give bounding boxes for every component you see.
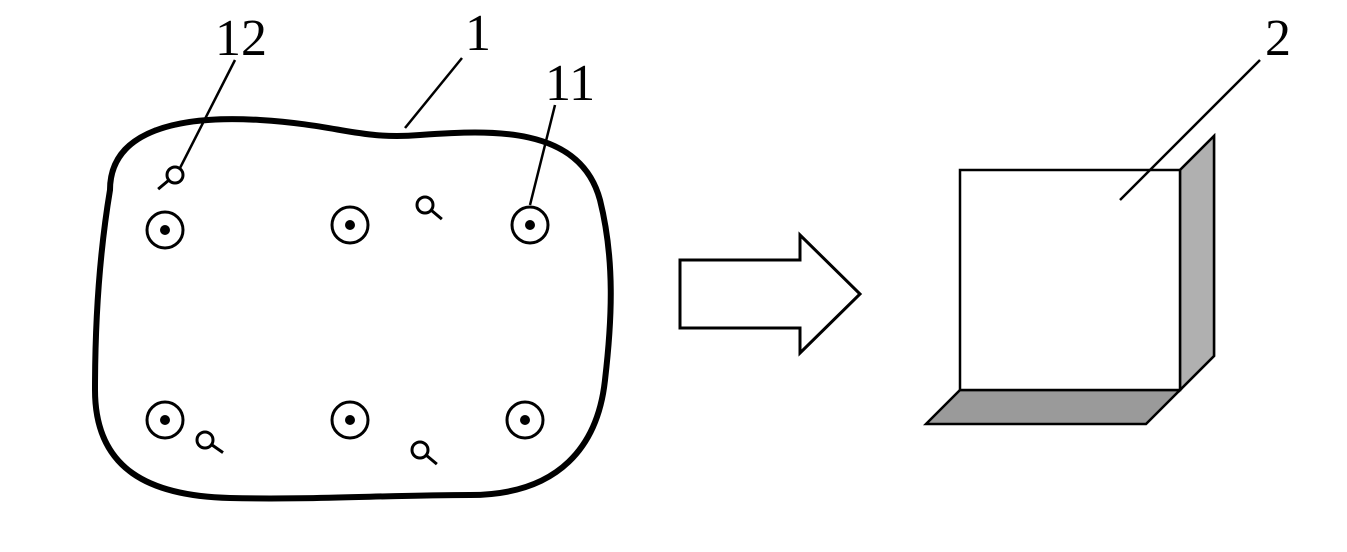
cube-front-face [960,170,1180,390]
label-12: 12 [215,10,267,67]
label-11: 11 [545,55,595,112]
label-2: 2 [1265,10,1291,67]
label-1: 1 [465,5,491,62]
cube-bottom-face [926,390,1180,424]
cube [926,136,1214,424]
cube-side-face [1180,136,1214,390]
